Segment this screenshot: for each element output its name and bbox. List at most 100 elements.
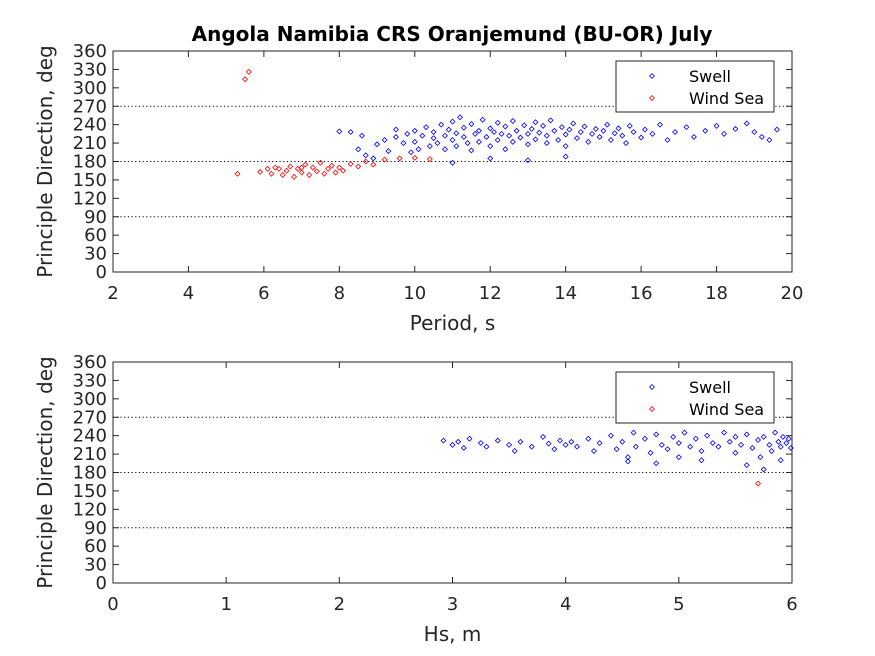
bottom-x-tick-label: 3 bbox=[447, 594, 458, 615]
top-data-point bbox=[528, 125, 535, 132]
bottom-data-point bbox=[692, 435, 699, 442]
top-y-tick-label: 300 bbox=[73, 78, 107, 99]
top-data-point bbox=[732, 125, 739, 132]
bottom-data-point bbox=[511, 448, 518, 454]
top-data-point bbox=[577, 129, 584, 135]
top-data-point bbox=[449, 137, 456, 143]
bottom-legend-label: Swell bbox=[689, 378, 731, 397]
top-data-point bbox=[751, 129, 758, 135]
bottom-x-tick-label: 2 bbox=[334, 594, 345, 615]
top-data-point bbox=[453, 143, 460, 150]
top-y-tick-label: 60 bbox=[84, 225, 107, 246]
top-data-point bbox=[404, 130, 411, 137]
top-legend: Swell Wind Sea bbox=[615, 60, 775, 113]
top-data-point bbox=[449, 118, 456, 125]
top-data-point bbox=[460, 124, 467, 131]
bottom-legend-label: Wind Sea bbox=[689, 400, 764, 419]
bottom-data-point bbox=[477, 440, 484, 446]
bottom-data-point bbox=[568, 438, 575, 445]
top-data-point bbox=[713, 122, 720, 129]
bottom-series-wind-sea bbox=[755, 480, 762, 487]
bottom-data-point bbox=[760, 466, 767, 473]
top-data-point bbox=[457, 114, 464, 121]
bottom-data-point bbox=[619, 438, 626, 445]
top-data-point bbox=[276, 165, 282, 172]
top-data-point bbox=[423, 124, 430, 131]
top-y-tick-label: 120 bbox=[73, 188, 107, 209]
top-data-point bbox=[396, 155, 403, 162]
top-data-point bbox=[355, 146, 362, 153]
top-data-point bbox=[487, 155, 494, 162]
top-data-point bbox=[264, 165, 271, 172]
bottom-data-point bbox=[779, 433, 786, 440]
top-data-point bbox=[411, 138, 418, 145]
bottom-data-point bbox=[653, 460, 660, 467]
bottom-data-point bbox=[466, 435, 473, 442]
top-data-point bbox=[743, 120, 750, 127]
top-data-point bbox=[472, 130, 479, 137]
bottom-data-point bbox=[624, 458, 631, 465]
top-data-point bbox=[570, 120, 577, 127]
top-data-point bbox=[411, 127, 418, 134]
top-y-tick-label: 0 bbox=[96, 262, 107, 283]
top-data-point bbox=[641, 126, 648, 133]
bottom-data-point bbox=[670, 433, 677, 440]
top-data-point bbox=[517, 134, 524, 141]
top-x-tick-label: 6 bbox=[258, 283, 269, 304]
top-x-tick-label: 2 bbox=[107, 283, 118, 304]
top-data-point bbox=[438, 121, 445, 128]
bottom-data-point bbox=[749, 444, 756, 451]
bottom-y-tick-label: 240 bbox=[73, 426, 107, 447]
top-data-point bbox=[460, 133, 467, 140]
top-data-point bbox=[279, 172, 286, 178]
top-data-point bbox=[596, 133, 603, 140]
top-y-tick-label: 30 bbox=[84, 244, 107, 265]
top-data-point bbox=[487, 143, 494, 150]
top-data-point bbox=[464, 140, 471, 147]
top-y-axis-label: Principle Direction, deg bbox=[33, 45, 57, 277]
top-data-point bbox=[362, 158, 369, 165]
bottom-data-point bbox=[675, 440, 682, 446]
top-y-tick-label: 360 bbox=[73, 41, 107, 62]
bottom-x-tick-label: 0 bbox=[107, 594, 118, 615]
top-data-point bbox=[589, 130, 596, 137]
top-legend-label: Swell bbox=[689, 67, 731, 86]
bottom-data-point bbox=[653, 431, 660, 438]
top-data-point bbox=[600, 127, 607, 134]
top-data-point bbox=[585, 138, 592, 145]
top-data-point bbox=[234, 170, 241, 177]
top-data-point bbox=[336, 164, 343, 171]
bottom-data-point bbox=[440, 437, 447, 444]
bottom-y-tick-label: 210 bbox=[73, 444, 107, 465]
top-data-point bbox=[430, 135, 437, 142]
top-data-point bbox=[355, 163, 362, 170]
bottom-x-tick-label: 5 bbox=[673, 594, 684, 615]
top-data-point bbox=[340, 167, 347, 174]
top-data-point bbox=[562, 131, 569, 138]
bottom-y-tick-label: 360 bbox=[73, 352, 107, 373]
bottom-x-tick-label: 1 bbox=[220, 594, 231, 615]
top-data-point bbox=[536, 129, 543, 136]
top-data-point bbox=[604, 121, 611, 128]
top-x-tick-label: 16 bbox=[630, 283, 653, 304]
top-data-point bbox=[540, 122, 546, 129]
top-data-point bbox=[532, 119, 539, 126]
top-data-point bbox=[574, 135, 580, 142]
bottom-data-point bbox=[613, 446, 620, 453]
bottom-data-point bbox=[540, 433, 546, 440]
bottom-data-point bbox=[658, 441, 665, 448]
top-data-point bbox=[445, 126, 452, 133]
bottom-plot: 0 1 2 3 4 5 6030609012015018021024027030033036… bbox=[33, 352, 798, 646]
top-data-point bbox=[347, 160, 354, 167]
top-data-point bbox=[453, 130, 460, 137]
top-data-point bbox=[502, 146, 509, 153]
top-data-point bbox=[374, 141, 381, 148]
top-data-point bbox=[321, 170, 328, 177]
bottom-data-point bbox=[641, 435, 648, 442]
top-data-point bbox=[766, 137, 773, 143]
bottom-data-point bbox=[726, 438, 733, 445]
bottom-y-tick-label: 120 bbox=[73, 499, 107, 520]
bottom-data-point bbox=[664, 446, 671, 453]
top-data-point bbox=[359, 132, 365, 139]
top-y-tick-label: 270 bbox=[73, 96, 107, 117]
